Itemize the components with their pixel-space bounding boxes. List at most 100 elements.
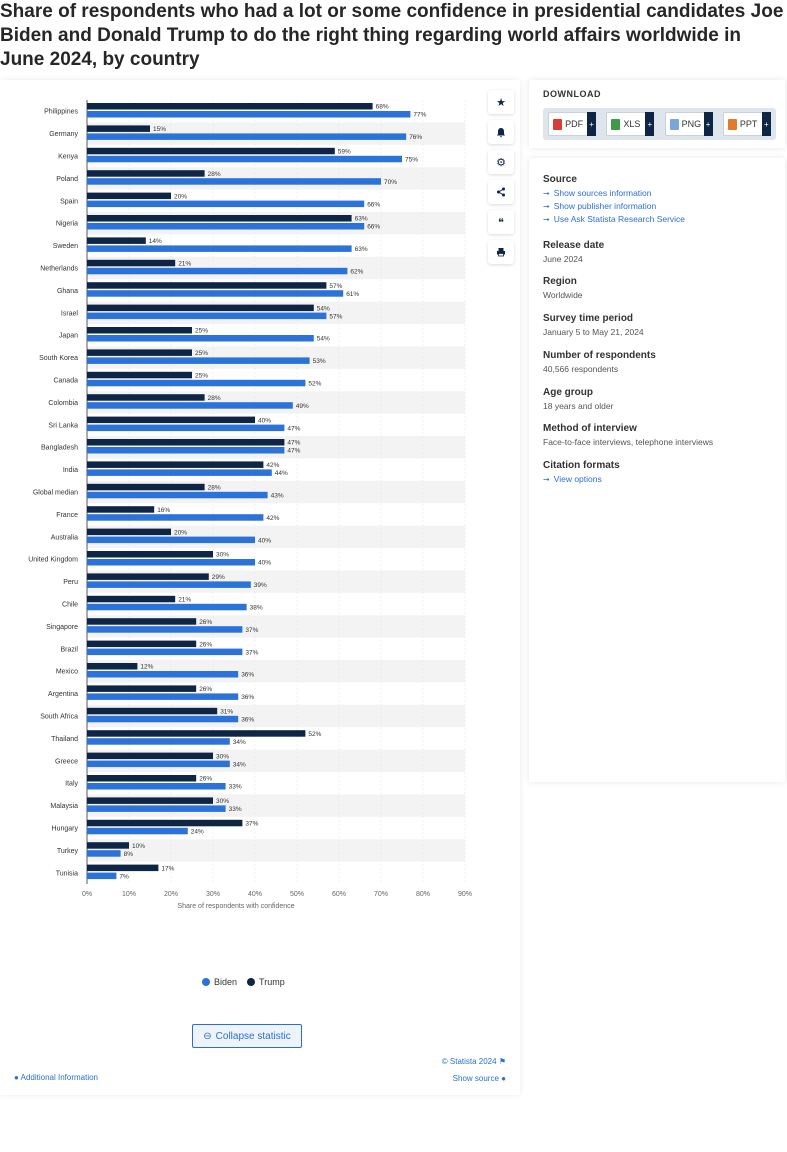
bar-trump[interactable] bbox=[87, 192, 171, 200]
bar-biden[interactable] bbox=[87, 715, 239, 723]
star-icon[interactable]: ★ bbox=[488, 90, 514, 114]
bar-biden[interactable] bbox=[87, 335, 314, 342]
bar-biden[interactable] bbox=[87, 245, 352, 252]
show-source-link[interactable]: Show source ● bbox=[453, 1074, 506, 1083]
bar-biden[interactable] bbox=[87, 626, 243, 633]
bar-biden[interactable] bbox=[87, 178, 381, 185]
bar-biden[interactable] bbox=[87, 447, 285, 454]
bar-biden[interactable] bbox=[87, 738, 230, 745]
download-png-button[interactable]: PNG + bbox=[664, 112, 713, 136]
bar-trump[interactable] bbox=[87, 685, 197, 692]
bar-trump[interactable] bbox=[87, 439, 285, 446]
bar-biden[interactable] bbox=[87, 402, 293, 409]
legend-label-biden: Biden bbox=[214, 977, 238, 987]
bar-biden[interactable] bbox=[87, 581, 251, 588]
bar-trump[interactable] bbox=[87, 707, 218, 715]
bar-trump[interactable] bbox=[87, 170, 205, 177]
bar-trump[interactable] bbox=[87, 506, 155, 513]
legend-item-biden[interactable]: Biden bbox=[202, 977, 237, 987]
bar-trump[interactable] bbox=[87, 573, 209, 580]
bar-trump[interactable] bbox=[87, 215, 352, 222]
bar-biden[interactable] bbox=[87, 357, 310, 364]
bar-biden[interactable] bbox=[87, 267, 348, 275]
bar-trump[interactable] bbox=[87, 819, 243, 827]
print-icon[interactable] bbox=[488, 240, 514, 264]
bar-trump[interactable] bbox=[87, 147, 335, 155]
bar-trump[interactable] bbox=[87, 349, 192, 356]
bar-trump[interactable] bbox=[87, 371, 192, 379]
download-xls-button[interactable]: XLS + bbox=[606, 112, 655, 136]
data-label-trump: 31% bbox=[220, 709, 233, 716]
show-source-label: Show source bbox=[452, 1074, 499, 1083]
bar-biden[interactable] bbox=[87, 648, 243, 656]
bar-trump[interactable] bbox=[87, 618, 197, 625]
bar-biden[interactable] bbox=[87, 760, 230, 768]
bar-biden[interactable] bbox=[87, 133, 407, 140]
bar-trump[interactable] bbox=[87, 304, 314, 312]
bar-biden[interactable] bbox=[87, 559, 255, 566]
bar-trump[interactable] bbox=[87, 640, 197, 648]
bar-trump[interactable] bbox=[87, 797, 213, 804]
bar-trump[interactable] bbox=[87, 595, 176, 603]
view-options-link[interactable]: ➞ View options bbox=[543, 474, 779, 484]
bar-trump[interactable] bbox=[87, 528, 171, 536]
download-ppt-button[interactable]: PPT + bbox=[722, 112, 771, 136]
bar-biden[interactable] bbox=[87, 424, 285, 432]
bar-biden[interactable] bbox=[87, 872, 117, 880]
show-publisher-link[interactable]: ➞ Show publisher information bbox=[543, 201, 779, 211]
bar-trump[interactable] bbox=[87, 259, 176, 267]
bar-biden[interactable] bbox=[87, 603, 247, 611]
legend-item-trump[interactable]: Trump bbox=[247, 977, 285, 987]
plus-icon: + bbox=[703, 112, 713, 136]
bar-trump[interactable] bbox=[87, 125, 150, 132]
bar-biden[interactable] bbox=[87, 223, 365, 230]
bar-biden[interactable] bbox=[87, 290, 344, 297]
bar-trump[interactable] bbox=[87, 730, 306, 737]
bar-biden[interactable] bbox=[87, 312, 327, 320]
bar-biden[interactable] bbox=[87, 783, 226, 790]
bar-trump[interactable] bbox=[87, 483, 205, 491]
share-icon[interactable] bbox=[488, 180, 514, 204]
gear-icon[interactable]: ⚙ bbox=[488, 150, 514, 174]
quote-icon[interactable]: ❝ bbox=[488, 210, 514, 234]
bar-trump[interactable] bbox=[87, 864, 159, 872]
data-label-biden: 24% bbox=[191, 829, 204, 836]
bar-trump[interactable] bbox=[87, 775, 197, 782]
bar-trump[interactable] bbox=[87, 327, 192, 334]
ask-statista-link[interactable]: ➞ Use Ask Statista Research Service bbox=[543, 214, 779, 224]
additional-information-link[interactable]: ● Additional Information bbox=[14, 1073, 98, 1082]
show-sources-link[interactable]: ➞ Show sources information bbox=[543, 188, 779, 198]
bar-biden[interactable] bbox=[87, 469, 272, 476]
bar-biden[interactable] bbox=[87, 491, 268, 499]
data-label-trump: 26% bbox=[199, 641, 212, 648]
bar-biden[interactable] bbox=[87, 693, 239, 700]
bar-trump[interactable] bbox=[87, 416, 255, 424]
bar-biden[interactable] bbox=[87, 671, 239, 678]
bar-trump[interactable] bbox=[87, 237, 146, 244]
bar-trump[interactable] bbox=[87, 461, 264, 468]
bar-trump[interactable] bbox=[87, 282, 327, 289]
bar-biden[interactable] bbox=[87, 850, 121, 857]
bar-trump[interactable] bbox=[87, 394, 205, 401]
data-label-biden: 7% bbox=[119, 873, 129, 880]
bar-biden[interactable] bbox=[87, 155, 402, 163]
bar-trump[interactable] bbox=[87, 752, 213, 760]
statista-credit[interactable]: © Statista 2024 ⚑ bbox=[442, 1057, 506, 1066]
bar-biden[interactable] bbox=[87, 379, 306, 387]
bar-biden[interactable] bbox=[87, 805, 226, 812]
bar-trump[interactable] bbox=[87, 663, 138, 670]
download-pdf-button[interactable]: PDF + bbox=[548, 112, 597, 136]
data-label-biden: 43% bbox=[271, 493, 284, 500]
bar-biden[interactable] bbox=[87, 827, 188, 835]
bar-biden[interactable] bbox=[87, 111, 411, 118]
bell-icon[interactable] bbox=[488, 120, 514, 144]
bar-trump[interactable] bbox=[87, 103, 373, 110]
bar-biden[interactable] bbox=[87, 514, 264, 521]
bar-biden[interactable] bbox=[87, 536, 255, 544]
bar-biden[interactable] bbox=[87, 200, 365, 208]
collapse-statistic-button[interactable]: ⊖ Collapse statistic bbox=[192, 1024, 302, 1048]
data-label-trump: 10% bbox=[132, 843, 145, 850]
respondents-value: 40,566 respondents bbox=[543, 364, 619, 374]
bar-trump[interactable] bbox=[87, 551, 213, 558]
bar-trump[interactable] bbox=[87, 842, 129, 849]
